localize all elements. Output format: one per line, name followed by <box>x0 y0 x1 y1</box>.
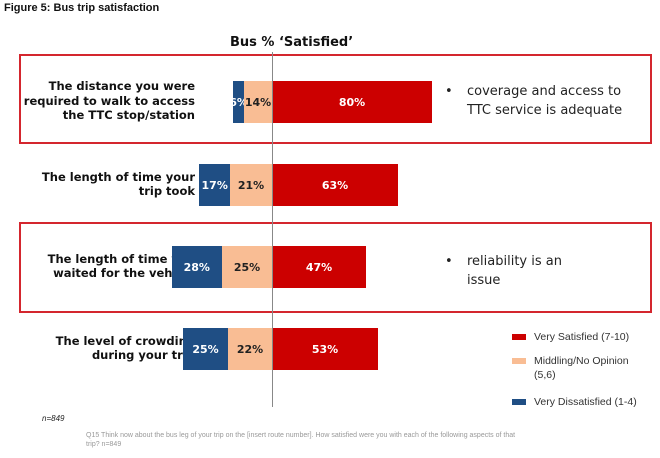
row-label: The level of crowding during your trip <box>0 334 195 363</box>
legend-swatch <box>512 399 526 405</box>
figure-title: Figure 5: Bus trip satisfaction <box>4 2 160 14</box>
row-label-line: The length of time you <box>47 251 195 266</box>
bar-value-label: 6% <box>229 95 248 109</box>
legend-swatch <box>512 334 526 340</box>
highlight-box <box>19 222 652 313</box>
question-footnote: Q15 Think now about the bus leg of your … <box>86 432 516 448</box>
bar-middling: 21% <box>230 164 272 206</box>
row-label-line: during your trip <box>91 348 195 362</box>
row-label-line: trip took <box>138 184 195 198</box>
bar-value-label: 80% <box>338 95 366 109</box>
bar-middling: 14% <box>244 81 272 123</box>
highlight-note: • coverage and access to TTC service is ad… <box>445 82 623 120</box>
bar-very-satisfied: 63% <box>272 164 398 206</box>
row-label-line: the TTC stop/station <box>62 108 195 123</box>
bullet-icon: • <box>445 254 453 269</box>
legend-label: Middling/No Opinion (5,6) <box>534 354 629 382</box>
bar-value-label: 53% <box>311 342 339 356</box>
row-label: The length of time you waited for the veh… <box>0 252 195 281</box>
center-axis-line <box>272 52 273 407</box>
bullet-icon: • <box>445 84 453 99</box>
note-line: TTC service is adequate <box>467 103 623 118</box>
legend-label: Very Dissatisfied (1-4) <box>534 395 637 409</box>
bar-value-label: 21% <box>237 178 265 192</box>
note-line: reliability is an <box>467 254 562 269</box>
note-line: issue <box>467 273 501 288</box>
bar-value-label: 47% <box>305 260 333 274</box>
legend-item: Very Satisfied (7-10) <box>512 330 629 344</box>
legend-label-line: Very Dissatisfied (1-4) <box>534 396 637 408</box>
bar-middling: 25% <box>222 246 272 288</box>
bar-very-dissatisfied: 6% <box>229 81 248 123</box>
bar-value-label: 25% <box>233 260 261 274</box>
note-line: coverage and access to <box>467 84 622 99</box>
bar-value-label: 14% <box>244 95 272 109</box>
legend-label-line: Middling/No Opinion <box>534 355 629 367</box>
row-label: The length of time your trip took <box>0 170 195 199</box>
row-label: The distance you were required to walk to… <box>0 79 195 123</box>
bar-very-satisfied: 80% <box>272 81 432 123</box>
bar-value-label: 63% <box>321 178 349 192</box>
row-label-line: required to walk to access <box>23 93 195 108</box>
legend-item: Very Dissatisfied (1-4) <box>512 395 637 409</box>
row-label-line: The distance you were <box>48 79 195 94</box>
bar-very-dissatisfied: 25% <box>183 328 228 370</box>
row-label-line: The level of crowding <box>55 333 195 348</box>
bar-value-label: 17% <box>201 178 228 192</box>
chart-title: Bus % ‘Satisfied’ <box>230 35 354 50</box>
bar-very-dissatisfied: 17% <box>199 164 230 206</box>
bar-very-satisfied: 47% <box>272 246 366 288</box>
legend-label: Very Satisfied (7-10) <box>534 330 629 344</box>
bar-middling: 22% <box>228 328 272 370</box>
bar-very-satisfied: 53% <box>272 328 378 370</box>
legend-label-line: Very Satisfied (7-10) <box>534 331 630 343</box>
bar-value-label: 22% <box>236 342 264 356</box>
sample-size-label: n=849 <box>42 414 65 423</box>
row-label-line: The length of time your <box>41 169 195 184</box>
bar-value-label: 28% <box>183 260 210 274</box>
legend-label-line: (5,6) <box>534 369 556 381</box>
bar-very-dissatisfied: 28% <box>171 246 222 288</box>
highlight-box <box>19 54 652 144</box>
legend-swatch <box>512 358 526 364</box>
highlight-note: • reliability is an issue <box>445 252 562 290</box>
bar-value-label: 25% <box>192 342 219 356</box>
legend-item: Middling/No Opinion (5,6) <box>512 354 629 382</box>
row-label-line: waited for the vehicle <box>53 266 195 280</box>
